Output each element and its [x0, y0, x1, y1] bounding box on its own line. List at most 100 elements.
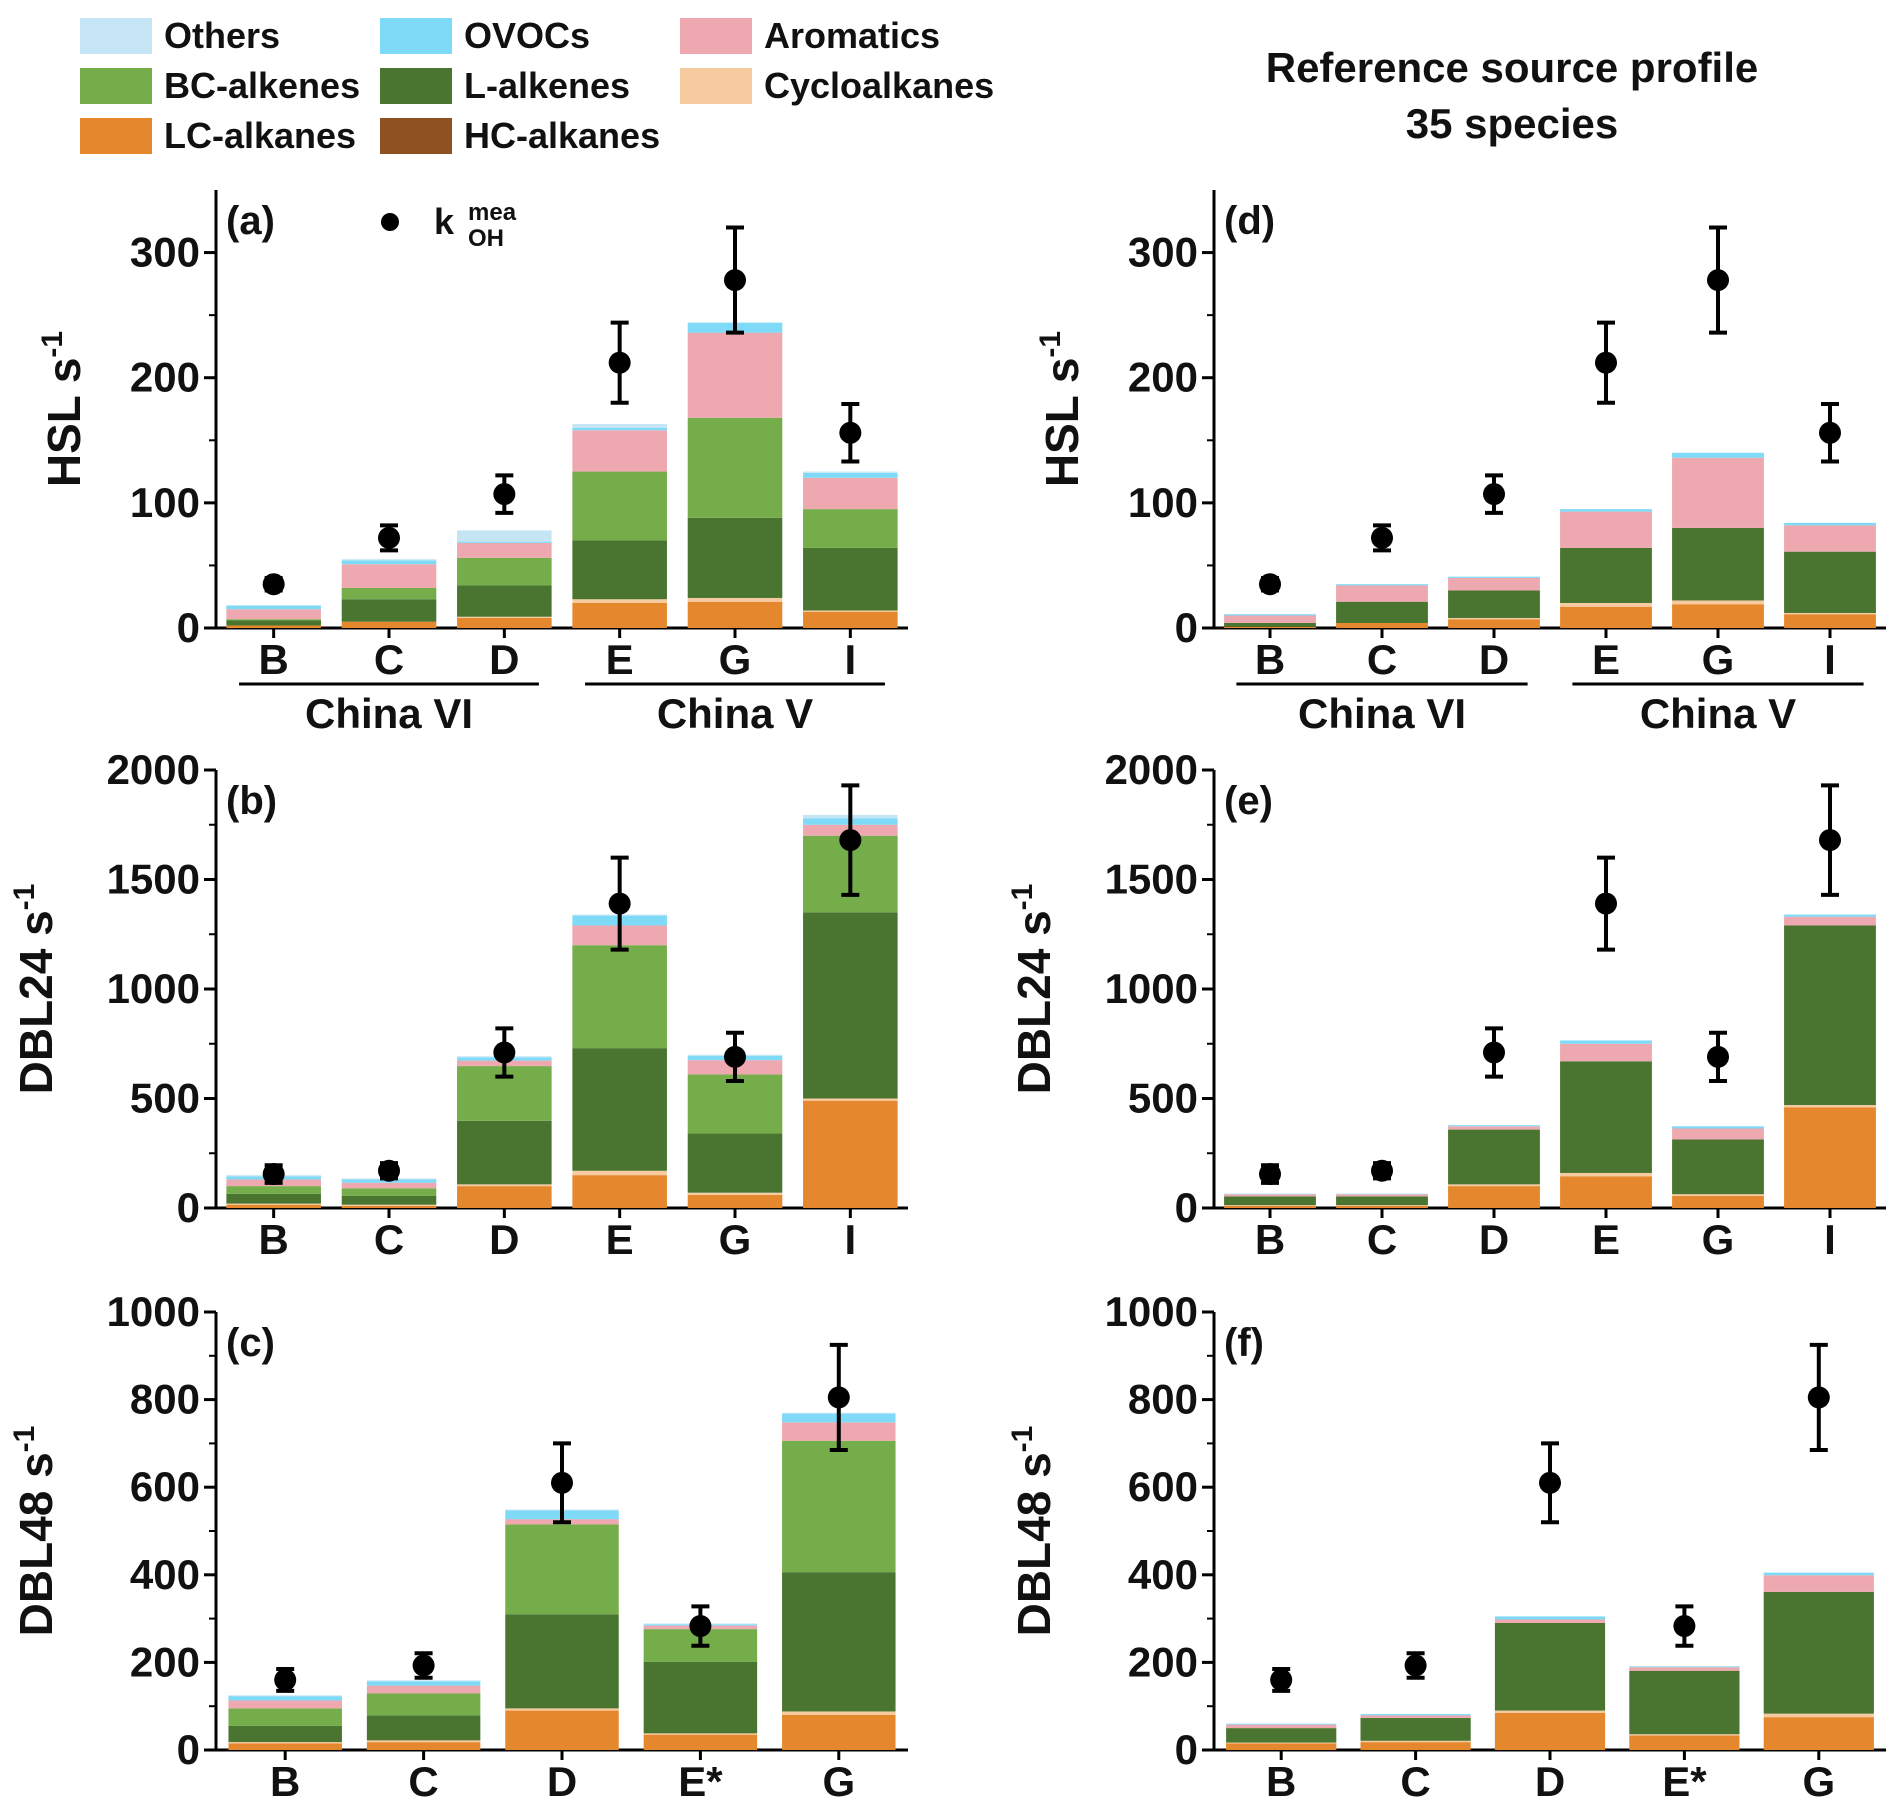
bar-segment-l-alkenes-b	[228, 1725, 342, 1743]
bar-segment-bc-alkenes-g	[782, 1440, 896, 1573]
bar-segment-cycloalkanes-e	[643, 1733, 758, 1735]
bar-segment-cycloalkanes-e	[1560, 1172, 1652, 1177]
x-tick-label-e: E*	[678, 1758, 723, 1805]
measured-point-d	[493, 483, 516, 506]
bar-segment-lc-alkanes-g	[1672, 604, 1764, 628]
y-tick-label: 0	[177, 604, 200, 651]
y-tick-label: 1000	[1105, 965, 1198, 1012]
bar-segment-cycloalkanes-i	[803, 610, 898, 612]
measured-point-g	[827, 1386, 850, 1409]
bar-segment-aromatics-b	[1224, 1194, 1316, 1197]
bar-segment-cycloalkanes-g	[687, 597, 783, 602]
y-tick-label: 1500	[107, 856, 200, 903]
bar-segment-lc-alkanes-b	[226, 625, 321, 628]
x-tick-label-c: C	[1367, 636, 1397, 683]
y-tick-label: 0	[1175, 1184, 1198, 1231]
bar-segment-bc-alkenes-d	[505, 1524, 619, 1615]
y-tick-label: 200	[130, 354, 200, 401]
bar-segment-lc-alkanes-e	[572, 1175, 667, 1208]
bar-segment-lc-alkanes-c	[366, 1742, 481, 1750]
bar-segment-l-alkenes-b	[1224, 622, 1316, 627]
bar-segment-ovocs-e	[1560, 1040, 1652, 1044]
measured-marker-sup: mea	[468, 199, 517, 226]
measured-point-d	[1483, 483, 1505, 506]
legend-item-ovocs: OVOCs	[380, 15, 590, 56]
x-tick-label-b: B	[1255, 1216, 1285, 1263]
bar-segment-others-c	[341, 559, 437, 561]
y-tick-label: 400	[130, 1551, 200, 1598]
bar-segment-aromatics-d	[1494, 1619, 1606, 1623]
y-tick-label: 600	[130, 1463, 200, 1510]
bar-segment-l-alkenes-e	[1560, 1061, 1652, 1173]
bar-segment-aromatics-b	[228, 1700, 342, 1709]
measured-marker-label: k	[434, 201, 455, 242]
measured-point-g	[724, 269, 746, 292]
bar-segment-cycloalkanes-e	[572, 1170, 667, 1176]
bar-segment-aromatics-g	[1672, 1128, 1764, 1140]
bar-segment-ovocs-i	[1784, 914, 1876, 917]
x-tick-label-e: E	[1592, 636, 1620, 683]
bar-segment-cycloalkanes-b	[228, 1742, 342, 1744]
legend-label: OVOCs	[464, 15, 590, 56]
bar-segment-lc-alkanes-b	[1226, 1743, 1337, 1750]
measured-point-b	[274, 1668, 297, 1691]
bar-segment-bc-alkenes-e	[572, 471, 667, 541]
bar-segment-l-alkenes-c	[366, 1715, 481, 1741]
y-tick-label: 1500	[1105, 856, 1198, 903]
x-tick-label-b: B	[270, 1758, 300, 1805]
y-tick-label: 200	[1128, 1638, 1198, 1685]
bar-segment-ovocs-g	[1672, 1126, 1764, 1129]
bar-segment-l-alkenes-g	[687, 517, 783, 598]
bar-segment-l-alkenes-g	[1672, 1139, 1764, 1195]
bar-segment-l-alkenes-b	[226, 620, 321, 626]
y-axis-label: HSL s-1	[1034, 331, 1088, 487]
y-axis-label-exponent: -1	[1034, 331, 1067, 358]
panel-label: (b)	[226, 779, 277, 823]
bar-segment-l-alkenes-c	[341, 599, 437, 622]
y-tick-label: 1000	[107, 1288, 200, 1335]
bar-segment-lc-alkanes-g	[782, 1714, 896, 1750]
bar-segment-cycloalkanes-d	[1448, 1184, 1540, 1187]
y-tick-label: 0	[1175, 1726, 1198, 1773]
group-label-china-vi: China VI	[305, 690, 473, 737]
measured-point-d	[1539, 1471, 1561, 1494]
y-tick-label: 0	[1175, 604, 1198, 651]
y-tick-label: 100	[130, 479, 200, 526]
x-tick-label-i: I	[1824, 636, 1836, 683]
bar-segment-ovocs-e	[1560, 509, 1652, 512]
bar-segment-ovocs-d	[1494, 1616, 1606, 1620]
measured-point-i	[839, 421, 862, 444]
bar-segment-aromatics-c	[1336, 1194, 1428, 1197]
y-axis-label: DBL24 s-1	[8, 884, 62, 1095]
bar-segment-aromatics-g	[1672, 457, 1764, 528]
x-tick-label-g: G	[1702, 636, 1735, 683]
bar-segment-cycloalkanes-i	[1784, 612, 1876, 615]
measured-point-g	[1707, 1045, 1729, 1068]
bar-segment-cycloalkanes-d	[505, 1708, 619, 1711]
bar-segment-lc-alkanes-d	[457, 617, 552, 628]
bar-segment-lc-alkanes-c	[1336, 1205, 1428, 1208]
bar-segment-bc-alkenes-c	[366, 1693, 481, 1716]
bar-segment-ovocs-g	[1672, 452, 1764, 458]
bar-segment-cycloalkanes-g	[1672, 1194, 1764, 1196]
legend-label: Others	[164, 15, 280, 56]
bar-segment-aromatics-d	[1448, 577, 1540, 591]
y-tick-label: 2000	[1105, 746, 1198, 793]
x-tick-label-e: E*	[1662, 1758, 1707, 1805]
y-tick-label: 200	[1128, 354, 1198, 401]
legend-swatch	[680, 18, 752, 54]
x-tick-label-c: C	[408, 1758, 438, 1805]
bar-segment-l-alkenes-g	[1672, 527, 1764, 601]
legend: Others OVOCs Aromatics BC-alkenes L-alke…	[80, 15, 994, 156]
y-tick-label: 1000	[1105, 1288, 1198, 1335]
legend-swatch	[380, 18, 452, 54]
bar-segment-aromatics-e	[1560, 511, 1652, 548]
bar-segment-l-alkenes-d	[457, 1120, 552, 1185]
measured-point-d	[551, 1471, 573, 1494]
x-tick-label-d: D	[1479, 636, 1509, 683]
bar-segment-aromatics-e	[572, 430, 667, 472]
bar-segment-cycloalkanes-d	[457, 616, 552, 618]
y-tick-label: 0	[177, 1726, 200, 1773]
bar-segment-others-e	[572, 424, 667, 428]
y-tick-label: 600	[1128, 1463, 1198, 1510]
